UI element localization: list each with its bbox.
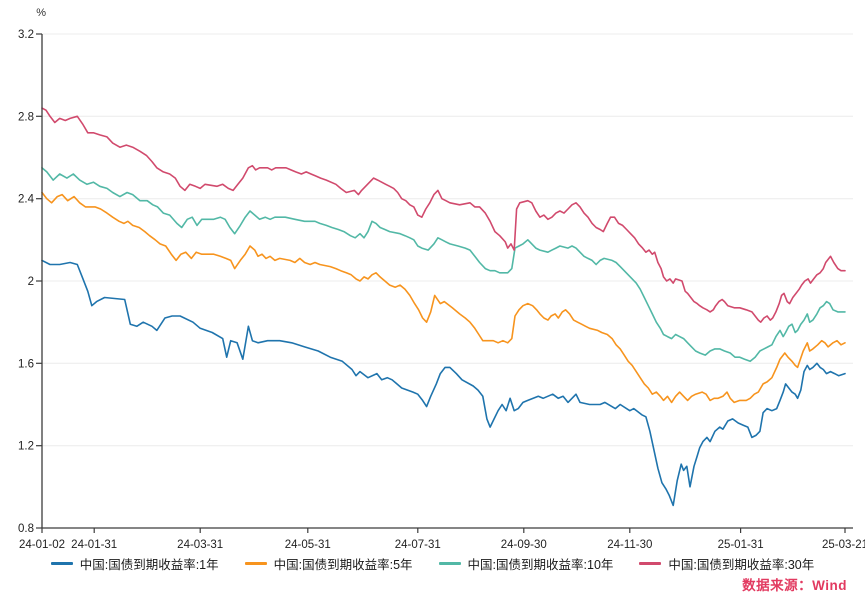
x-tick-label-8: 25-03-21: [822, 539, 865, 551]
x-tick-label-5: 24-09-30: [501, 539, 547, 551]
legend-item-30y: 中国:国债到期收益率:30年: [639, 554, 814, 573]
y-tick-label-0.8: 0.8: [18, 523, 34, 535]
legend-label-30y: 中国:国债到期收益率:30年: [668, 558, 815, 572]
x-tick-label-7: 25-01-31: [718, 539, 764, 551]
y-tick-label-2: 2: [28, 276, 34, 288]
y-tick-label-2.4: 2.4: [18, 194, 35, 206]
legend-label-10y: 中国:国债到期收益率:10年: [467, 558, 614, 572]
x-tick-label-0: 24-01-02: [19, 539, 65, 551]
x-tick-label-3: 24-05-31: [285, 539, 331, 551]
y-tick-label-1.2: 1.2: [18, 441, 34, 453]
x-tick-label-1: 24-01-31: [71, 539, 117, 551]
series-line-1y: [41, 259, 846, 507]
x-tick-label-4: 24-07-31: [395, 539, 441, 551]
series-line-5y: [41, 191, 846, 404]
legend-label-1y: 中国:国债到期收益率:1年: [79, 558, 219, 572]
legend: 中国:国债到期收益率:1年 中国:国债到期收益率:5年 中国:国债到期收益率:10年…: [0, 554, 865, 573]
y-tick-label-2.8: 2.8: [18, 111, 34, 123]
y-tick-label-3.2: 3.2: [18, 29, 34, 41]
series-line-30y: [41, 107, 846, 324]
legend-item-1y: 中国:国债到期收益率:1年: [50, 554, 219, 573]
legend-label-5y: 中国:国债到期收益率:5年: [273, 558, 413, 572]
data-source-note: 数据来源：Wind: [742, 578, 847, 593]
legend-swatch-30y: [639, 562, 662, 565]
legend-swatch-1y: [50, 562, 73, 565]
legend-item-5y: 中国:国债到期收益率:5年: [244, 554, 413, 573]
x-tick-label-2: 24-03-31: [177, 539, 223, 551]
y-tick-label-1.6: 1.6: [18, 358, 34, 370]
legend-swatch-10y: [438, 562, 461, 565]
legend-swatch-5y: [244, 562, 267, 565]
y-axis-unit-label: %: [36, 7, 46, 19]
series-line-10y: [41, 167, 846, 363]
x-tick-label-6: 24-11-30: [607, 539, 652, 551]
legend-item-10y: 中国:国债到期收益率:10年: [438, 554, 614, 573]
